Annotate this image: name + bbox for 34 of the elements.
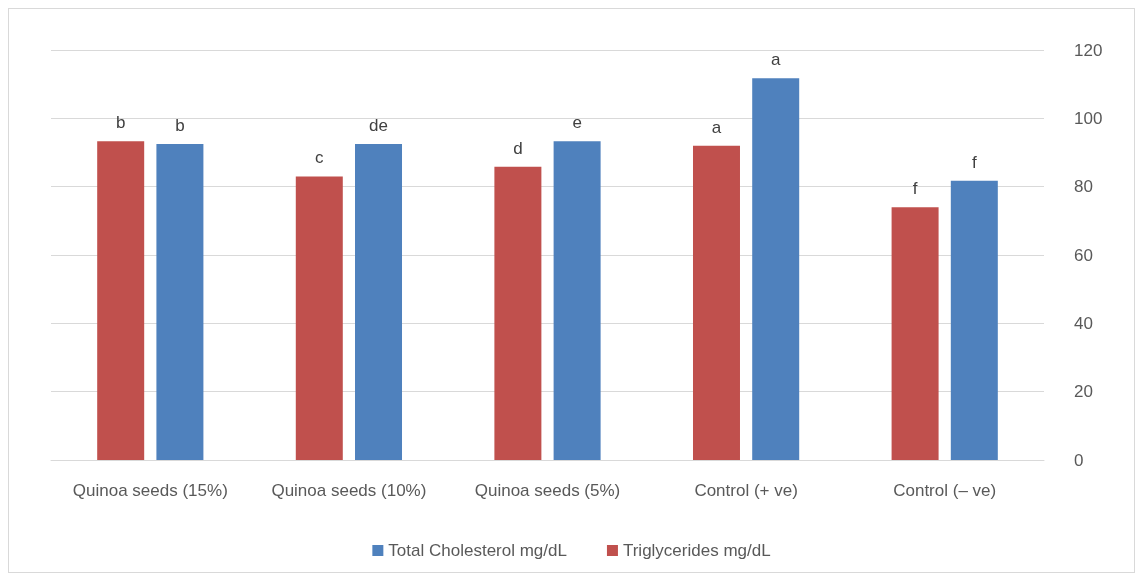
- data-label: c: [315, 148, 325, 168]
- y-tick-label: 20: [1074, 382, 1093, 402]
- data-label: a: [770, 50, 781, 70]
- x-tick-label: Quinoa seeds (10%): [271, 481, 427, 500]
- bar: [494, 166, 542, 460]
- x-tick-label: Control (+ ve): [694, 481, 798, 500]
- bar: [97, 141, 145, 460]
- bar: [692, 145, 740, 460]
- data-label: de: [369, 115, 388, 135]
- legend-label: Total Cholesterol mg/dL: [388, 541, 567, 560]
- data-label: d: [513, 138, 523, 158]
- data-label: e: [572, 113, 582, 133]
- data-label: a: [711, 117, 722, 137]
- bar: [553, 141, 601, 460]
- legend-label: Triglycerides mg/dL: [622, 541, 771, 560]
- x-tick-label: Control (– ve): [893, 481, 997, 500]
- y-tick-label: 40: [1074, 313, 1093, 333]
- x-tick-label: Quinoa seeds (15%): [72, 481, 228, 500]
- y-tick-label: 120: [1074, 40, 1103, 60]
- x-tick-label: Quinoa seeds (5%): [474, 481, 621, 500]
- bar: [752, 78, 800, 460]
- y-tick-label: 0: [1074, 450, 1084, 470]
- y-tick-label: 100: [1074, 108, 1103, 128]
- y-tick-label: 80: [1074, 177, 1093, 197]
- bar: [156, 143, 204, 460]
- bar: [355, 143, 403, 460]
- bar: [295, 176, 343, 460]
- y-tick-label: 60: [1074, 245, 1093, 265]
- data-label: b: [175, 115, 185, 135]
- data-label: b: [115, 113, 126, 133]
- bar: [891, 207, 939, 460]
- data-label: f: [971, 152, 977, 172]
- data-label: f: [912, 179, 918, 199]
- bar: [950, 180, 998, 460]
